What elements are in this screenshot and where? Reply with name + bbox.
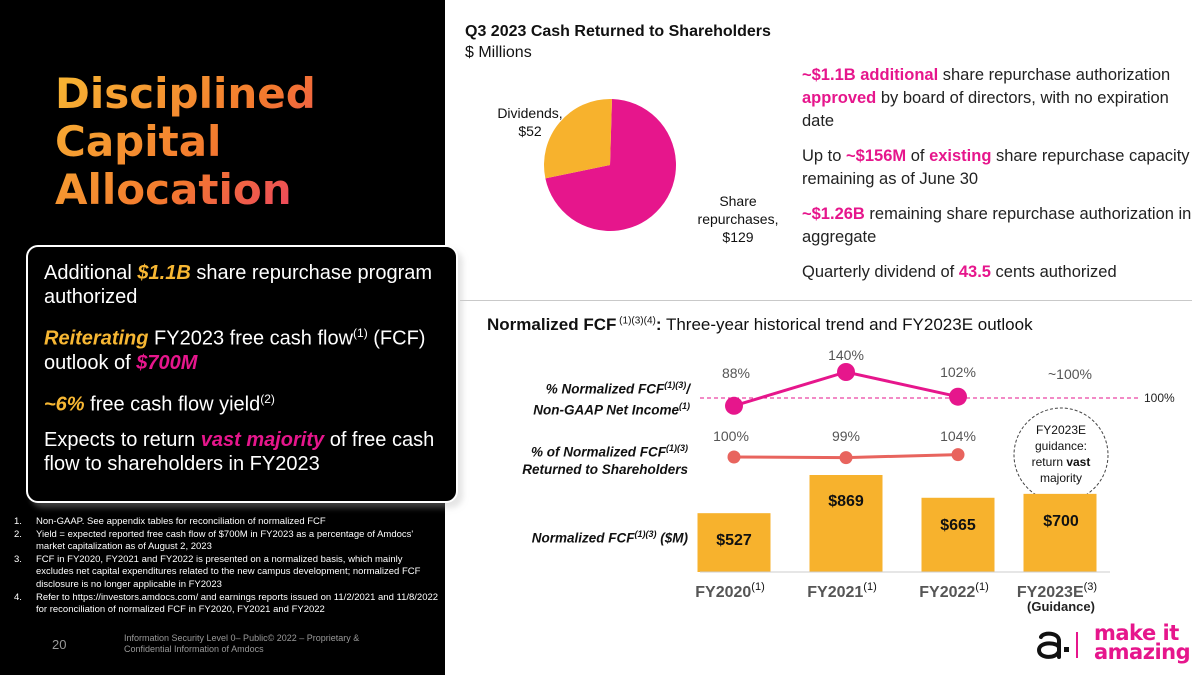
bar-fy2022: [921, 497, 995, 572]
guidance-text-3: return vast: [1032, 455, 1091, 469]
category-label: FY2020(1): [695, 581, 765, 601]
callout-item-fcf-yield: ~6% free cash flow yield(2): [44, 391, 275, 416]
bullet-existing-capacity: Up to ~$156M of existing share repurchas…: [802, 147, 1190, 188]
category-label: FY2022(1): [919, 581, 989, 601]
callout-item-fcf-outlook: Reiterating FY2023 free cash flow(1) (FC…: [44, 326, 426, 374]
cash-returned-pie-chart: [544, 99, 676, 231]
fcf-section-title: Normalized FCF (1)(3)(4): Three-year his…: [487, 315, 1033, 334]
line-point: [727, 450, 741, 464]
guidance-circle: [1013, 407, 1109, 503]
left-panel: Disciplined Capital Allocation Additiona…: [0, 0, 458, 675]
line-point: [951, 448, 965, 462]
line-point: [839, 451, 853, 465]
line-point: [949, 387, 967, 406]
point-label: 102%: [940, 364, 976, 380]
brand-slogan: make it amazing: [1094, 621, 1191, 664]
bar-value-label: $869: [828, 493, 864, 510]
footnotes: 1. Non-GAAP. See appendix tables for reco…: [14, 516, 439, 617]
callout-item-return: Expects to return vast majority of free …: [44, 429, 435, 476]
row-label-normalized-fcf: Normalized FCF(1)(3) ($M): [531, 529, 688, 546]
footnote: 2. Yield = expected reported free cash fl…: [14, 528, 414, 553]
bullet-additional-authorization: ~$1.1B additional share repurchase autho…: [802, 66, 1171, 130]
amdocs-logo-icon: [1036, 631, 1078, 659]
reference-line-label: 100%: [1144, 391, 1175, 405]
bullet-quarterly-dividend: Quarterly dividend of 43.5 cents authori…: [802, 263, 1117, 281]
section-divider: [460, 300, 1192, 301]
bar-value-label: $527: [716, 532, 752, 549]
pie-label-share-repurchases: Share repurchases, $129: [697, 193, 779, 245]
pie-label-dividends: Dividends, $52: [497, 105, 563, 139]
row-label-fcf-to-net-income: % Normalized FCF(1)(3)/ Non-GAAP Net Inc…: [533, 380, 690, 417]
point-label: 104%: [940, 428, 976, 444]
category-label: FY2023E(3): [1017, 581, 1097, 601]
footnote: 3. FCF in FY2020, FY2021 and FY2022 is pr…: [14, 553, 421, 590]
guidance-text-1: FY2023E: [1036, 423, 1086, 437]
cash-returned-title: Q3 2023 Cash Returned to Shareholders: [465, 23, 771, 40]
cash-returned-subtitle: $ Millions: [465, 44, 532, 61]
guidance-text-4: majority: [1040, 471, 1082, 485]
point-label: ~100%: [1048, 366, 1092, 382]
bar-value-label: $665: [940, 517, 976, 534]
line-point: [725, 396, 743, 415]
point-label: 99%: [832, 428, 860, 444]
capital-bullets: ~$1.1B additional share repurchase autho…: [802, 64, 1192, 296]
pie-slice-dividends: [544, 99, 612, 179]
footnote: 4. Refer to https://investors.amdocs.com/…: [14, 591, 439, 616]
category-label: FY2021(1): [807, 581, 877, 601]
point-label: 88%: [722, 365, 750, 381]
normalized-fcf-bars: $527 FY2020(1) $869 FY2021(1) $665 FY2022(1) $…: [695, 475, 1110, 601]
fcf-returned-series: 100% 99% 104%: [713, 428, 976, 465]
page-number: 20: [52, 637, 67, 652]
line-point: [837, 363, 855, 381]
bar-fy2021: [809, 475, 883, 572]
guidance-text-2: guidance:: [1035, 439, 1087, 453]
callout-item-repurchase: Additional $1.1B share repurchase progra…: [44, 262, 433, 308]
footnote: 1. Non-GAAP. See appendix tables for reco…: [14, 516, 326, 527]
point-label: 100%: [713, 428, 749, 444]
point-label: 140%: [828, 347, 864, 363]
highlights-callout: Additional $1.1B share repurchase progra…: [26, 245, 458, 503]
fcf-to-net-income-series: 88% 140% 102% ~100%: [722, 347, 1092, 415]
bar-fy2020: [697, 513, 771, 572]
row-label-fcf-returned: % of Normalized FCF(1)(3) Returned to Sh…: [522, 443, 688, 477]
bar-value-label: $700: [1043, 513, 1079, 530]
bullet-remaining-authorization: ~$1.26B remaining share repurchase autho…: [802, 205, 1192, 246]
pie-slice-share-repurchases: [545, 99, 676, 231]
confidentiality-notice: Information Security Level 0– Public© 20…: [124, 633, 360, 654]
bar-fy2023e: [1023, 493, 1097, 572]
guidance-subtitle: (Guidance): [1027, 599, 1095, 614]
